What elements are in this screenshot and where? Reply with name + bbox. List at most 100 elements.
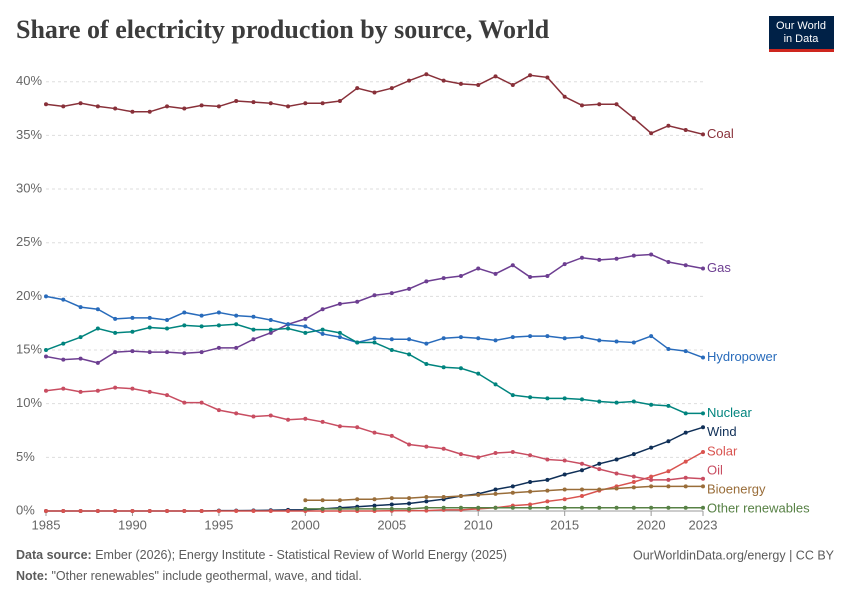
data-point [61, 104, 66, 109]
data-point [147, 389, 152, 394]
data-point [562, 458, 567, 463]
data-point [199, 350, 204, 355]
data-point [44, 348, 48, 353]
data-point [458, 493, 463, 498]
data-point [234, 345, 239, 350]
data-point [320, 419, 325, 424]
data-point [545, 75, 550, 80]
data-point [579, 487, 584, 492]
data-point [597, 461, 602, 466]
data-point [216, 323, 221, 328]
data-point [113, 509, 118, 513]
logo-box [769, 16, 834, 52]
data-point [424, 444, 429, 449]
legend-label: Bioenergy [707, 481, 766, 496]
data-point [320, 307, 325, 312]
data-point [95, 509, 100, 513]
data-point [701, 425, 705, 430]
data-point [614, 457, 619, 462]
data-point [78, 101, 83, 106]
data-point [61, 341, 66, 346]
logo-text: Our World [776, 20, 826, 32]
data-point [441, 365, 446, 370]
data-point [216, 310, 221, 315]
series-line [45, 73, 704, 136]
data-point [614, 505, 619, 510]
data-point [130, 329, 135, 334]
data-point [631, 474, 636, 479]
data-point [44, 509, 48, 513]
data-point [476, 336, 481, 341]
y-tick-label: 30% [16, 180, 42, 195]
data-point [251, 509, 256, 513]
data-point [234, 313, 239, 318]
data-point [355, 506, 360, 511]
data-point [701, 505, 705, 510]
x-tick-label: 2023 [689, 517, 718, 532]
series-line [305, 507, 703, 510]
data-point [510, 393, 515, 398]
data-point [528, 275, 533, 280]
data-point [182, 310, 187, 315]
legend-label: Wind [707, 424, 737, 439]
data-point [562, 472, 567, 477]
y-tick-label: 5% [16, 449, 35, 464]
data-point [320, 331, 325, 336]
data-point [528, 480, 533, 485]
data-point [303, 101, 308, 106]
x-tick-label: 1985 [32, 517, 61, 532]
data-point [510, 505, 515, 510]
data-point [510, 490, 515, 495]
data-point [666, 403, 671, 408]
data-point [199, 400, 204, 405]
data-point [493, 338, 498, 343]
note-label: Note: [16, 569, 48, 583]
data-point [78, 389, 83, 394]
data-point [234, 509, 239, 513]
data-point [614, 471, 619, 476]
data-point [683, 128, 688, 133]
data-point [251, 314, 256, 319]
data-point [597, 505, 602, 510]
data-point [372, 503, 377, 508]
data-point [441, 336, 446, 341]
data-point [407, 78, 412, 83]
data-point [614, 102, 619, 107]
data-point [372, 90, 377, 95]
data-point [95, 388, 100, 393]
data-point [355, 425, 360, 430]
data-point [649, 505, 654, 510]
data-point [424, 499, 429, 504]
data-point [424, 72, 429, 77]
data-point [649, 474, 654, 479]
data-point [597, 257, 602, 262]
data-point [493, 382, 498, 387]
data-point [701, 476, 705, 481]
x-tick-label: 2010 [464, 517, 493, 532]
data-point [389, 496, 394, 501]
data-point [476, 492, 481, 497]
data-point [631, 253, 636, 258]
data-point [683, 475, 688, 480]
data-point [476, 82, 481, 87]
data-point [95, 104, 100, 109]
data-point [286, 509, 291, 513]
data-point [389, 337, 394, 342]
data-point [528, 453, 533, 458]
data-point [666, 505, 671, 510]
data-point [649, 477, 654, 482]
data-point [216, 509, 221, 513]
data-point [337, 330, 342, 335]
data-point [579, 397, 584, 402]
data-point [579, 493, 584, 498]
url[interactable]: OurWorldinData.org/energy | CC BY [633, 548, 835, 562]
data-point [130, 315, 135, 320]
legend-label: Solar [707, 443, 738, 458]
data-point [666, 260, 671, 265]
data-point [545, 396, 550, 401]
data-point [268, 327, 273, 332]
data-point [424, 361, 429, 366]
data-point [372, 340, 377, 345]
data-point [78, 356, 83, 361]
data-point [61, 386, 66, 391]
